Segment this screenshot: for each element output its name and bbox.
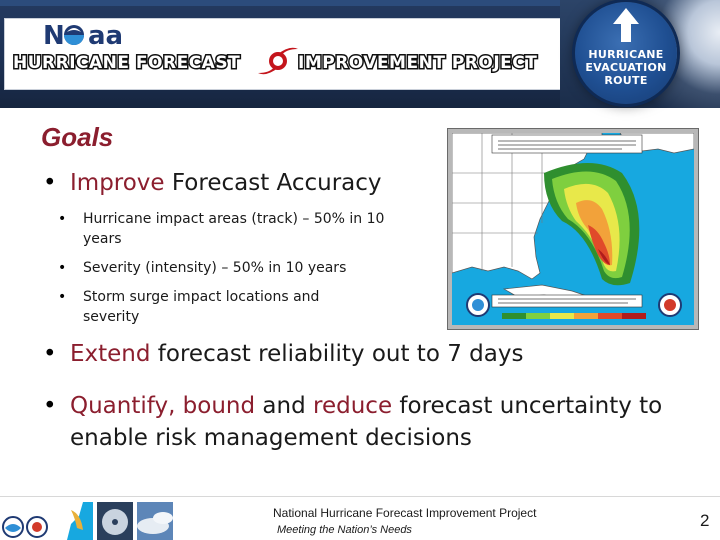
noaa-logo: N aa (43, 21, 123, 50)
bullet-text: Quantify, bound and reduce forecast unce… (43, 390, 683, 454)
sign-line: ROUTE (604, 74, 648, 87)
bullet-text: Improve Forecast Accuracy (43, 167, 443, 199)
bullet-dot: • (43, 393, 57, 419)
goals-heading: Goals (41, 122, 114, 152)
bullet-rest: forecast reliability out to 7 days (150, 341, 524, 367)
bullet-dot: • (58, 289, 67, 305)
colorbar-segment (598, 313, 622, 319)
svg-text:HURRICANE FORECAST: HURRICANE FORECAST (13, 53, 240, 73)
swath-ring-6 (598, 249, 610, 265)
forecast-wind-map (447, 128, 699, 330)
bullet-accent-2: reduce (313, 393, 393, 419)
svg-text:N: N (43, 21, 65, 50)
footer-divider (0, 496, 720, 497)
bullet-rest: Forecast Accuracy (164, 170, 382, 196)
map-colorbar (502, 313, 646, 319)
bullet-accent: Quantify, bound (70, 393, 256, 419)
colorbar-segment (622, 313, 646, 319)
sub-bullet-track: • Hurricane impact areas (track) – 50% i… (58, 209, 398, 249)
arrow-up-icon (613, 8, 639, 42)
colorbar-segment (526, 313, 550, 319)
bullet-text: Extend forecast reliability out to 7 day… (43, 338, 603, 370)
bullet-extend-reliability: • Extend forecast reliability out to 7 d… (43, 338, 603, 370)
sub-bullet-text: Hurricane impact areas (track) – 50% in … (83, 211, 385, 247)
page-number: 2 (700, 511, 710, 530)
evacuation-route-sign: HURRICANE EVACUATION ROUTE (575, 2, 677, 104)
svg-text:IMPROVEMENT PROJECT: IMPROVEMENT PROJECT (298, 53, 537, 73)
header-banner: N aa HURRICANE FORECAST HURRICANE FORECA… (0, 0, 720, 108)
bullet-improve-accuracy: • Improve Forecast Accuracy (43, 167, 443, 199)
wind-probability-map (452, 133, 694, 325)
title-panel: N aa HURRICANE FORECAST HURRICANE FORECA… (4, 18, 562, 90)
forecast-map-thumbnail (57, 502, 93, 540)
sign-line: HURRICANE (588, 48, 664, 61)
bullet-accent: Improve (70, 170, 165, 196)
sub-bullet-text: Storm surge impact locations and severit… (83, 289, 320, 325)
bullet-dot: • (43, 170, 57, 196)
map-header-box (491, 134, 643, 154)
nws-seal-inner (664, 299, 676, 311)
hurricane-satellite-thumbnail (97, 502, 133, 540)
bullet-dot: • (43, 341, 57, 367)
clouds-thumbnail (137, 502, 173, 540)
nws-seal-footer-icon (26, 516, 48, 538)
svg-text:HURRICANE FORECAST: HURRICANE FORECAST (13, 53, 240, 73)
wind-probability-swath (544, 163, 640, 286)
map-legend-box (491, 294, 643, 308)
colorbar-segment (550, 313, 574, 319)
noaa-seal-footer-icon (2, 516, 24, 538)
sign-line: EVACUATION (585, 61, 667, 74)
project-title-graphic: HURRICANE FORECAST HURRICANE FORECAST IM… (13, 47, 538, 75)
map-header-lines (498, 140, 636, 150)
swath-ring-5 (588, 225, 610, 265)
evacuation-sign-text: HURRICANE EVACUATION ROUTE (575, 48, 677, 87)
bullet-accent: Extend (70, 341, 151, 367)
svg-text:IMPROVEMENT PROJECT: IMPROVEMENT PROJECT (298, 53, 537, 73)
map-state-lines (452, 133, 562, 271)
sub-bullet-text: Severity (intensity) – 50% in 10 years (83, 260, 347, 276)
bullet-dot: • (58, 260, 67, 276)
bullet-dot: • (58, 211, 67, 227)
map-legend-lines (498, 298, 636, 304)
noaa-seal-inner (472, 299, 484, 311)
sub-bullet-intensity: • Severity (intensity) – 50% in 10 years (58, 258, 398, 278)
bullet-rest: forecast uncertainty to enable risk mana… (70, 393, 663, 451)
bullet-quantify-uncertainty: • Quantify, bound and reduce forecast un… (43, 390, 683, 454)
colorbar-segment (502, 313, 526, 319)
bullet-mid: and (255, 393, 314, 419)
colorbar-segment (574, 313, 598, 319)
footer-subtitle: Meeting the Nation’s Needs (277, 524, 412, 536)
footer-title: National Hurricane Forecast Improvement … (273, 506, 537, 520)
sub-bullet-storm-surge: • Storm surge impact locations and sever… (58, 287, 358, 327)
svg-text:aa: aa (88, 21, 123, 50)
